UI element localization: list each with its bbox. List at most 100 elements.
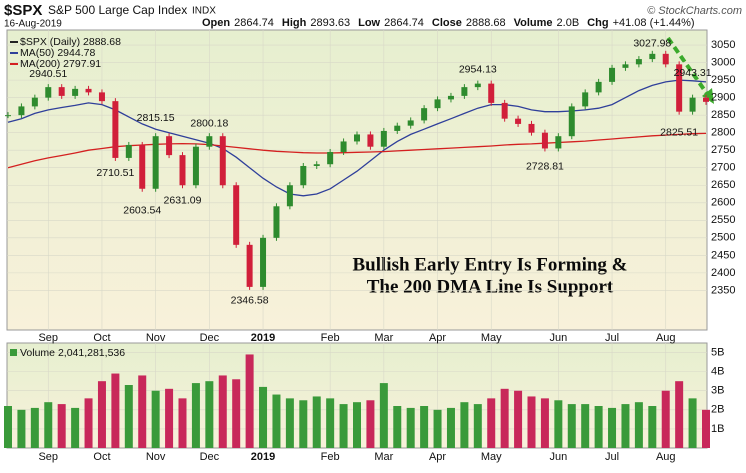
- price-label: 2940.51: [29, 68, 67, 80]
- x-tick-label: Sep: [38, 451, 58, 463]
- candle: [689, 97, 696, 112]
- candle: [139, 144, 146, 189]
- volume-bar: [406, 407, 415, 448]
- candle: [595, 81, 602, 93]
- ma-line: [7, 132, 707, 169]
- candle: [340, 141, 347, 152]
- x-tick-label: Feb: [321, 451, 340, 463]
- y-tick-label: 2550: [711, 214, 735, 226]
- annotation: Bullish Early Entry Is Forming &: [353, 254, 628, 275]
- volume-bar: [661, 390, 670, 448]
- volume-bar: [4, 406, 12, 448]
- volume-bar: [84, 398, 93, 448]
- volume-bar: [71, 407, 80, 448]
- y-tick-label: 2800: [711, 127, 735, 139]
- x-tick-label: Oct: [93, 451, 110, 463]
- quote-value: 2864.74: [384, 17, 424, 29]
- candle: [85, 88, 92, 93]
- y-tick-label: 1B: [711, 423, 724, 435]
- price-label: 2815.15: [137, 112, 175, 124]
- date: 16-Aug-2019: [4, 19, 62, 30]
- price-label: 3027.98: [633, 38, 671, 50]
- x-tick-label: 2019: [251, 332, 275, 344]
- candle: [18, 106, 25, 116]
- x-tick-label: Apr: [429, 451, 446, 463]
- volume-bar: [366, 400, 375, 448]
- candle: [354, 134, 360, 142]
- candle: [407, 120, 414, 126]
- price-label: 2800.18: [190, 117, 228, 129]
- volume-bar: [634, 402, 643, 448]
- volume-bar: [527, 396, 536, 448]
- volume-bar: [460, 402, 469, 448]
- x-tick-label: Oct: [93, 332, 110, 344]
- y-tick-label: 3B: [711, 385, 724, 397]
- volume-bar: [57, 404, 66, 448]
- y-tick-label: 2600: [711, 197, 735, 209]
- x-tick-label: Mar: [374, 332, 393, 344]
- volume-bar: [554, 400, 563, 448]
- volume-bar: [138, 375, 147, 448]
- candle: [662, 53, 669, 65]
- x-tick-label: Dec: [200, 451, 220, 463]
- quote-value: 2.0B: [557, 17, 580, 29]
- candle: [219, 136, 226, 186]
- candle: [125, 144, 132, 158]
- x-tick-label: Jul: [605, 332, 619, 344]
- y-tick-label: 2850: [711, 109, 735, 121]
- candle: [528, 123, 535, 133]
- candle: [649, 53, 656, 60]
- quote-value: 2888.68: [466, 17, 506, 29]
- candle: [72, 88, 79, 96]
- volume-bar: [446, 407, 455, 448]
- candle: [622, 64, 629, 68]
- price-label: 2728.81: [526, 160, 564, 172]
- candle: [179, 155, 186, 186]
- candle: [367, 134, 374, 147]
- candle: [300, 165, 307, 186]
- y-tick-label: 5B: [711, 346, 724, 358]
- volume-bar: [608, 407, 617, 448]
- source: © StockCharts.com: [647, 5, 742, 17]
- volume-bar: [17, 409, 26, 448]
- candle: [609, 67, 616, 82]
- volume-bar: [353, 402, 361, 448]
- volume-bar: [245, 354, 254, 448]
- legend-entry: MA(50) 2944.78: [20, 47, 95, 59]
- volume-bar: [379, 383, 388, 448]
- candle: [260, 237, 267, 287]
- y-tick-label: 2650: [711, 179, 735, 191]
- candle: [31, 97, 38, 107]
- candle: [273, 206, 280, 238]
- candle: [246, 244, 253, 287]
- candle: [434, 99, 441, 109]
- legend-swatch: [10, 349, 17, 356]
- volume-bar: [702, 409, 710, 448]
- y-tick-label: 2B: [711, 404, 724, 416]
- candle: [152, 136, 159, 189]
- volume-bar: [299, 400, 308, 448]
- legend-entry: $SPX (Daily) 2888.68: [20, 36, 121, 48]
- volume-bar: [205, 381, 214, 448]
- candle: [501, 102, 508, 119]
- volume-bar: [312, 396, 321, 448]
- candle: [676, 64, 683, 112]
- x-tick-label: Feb: [321, 332, 340, 344]
- y-tick-label: 3050: [711, 39, 735, 51]
- candle: [447, 95, 454, 100]
- candle: [488, 83, 495, 103]
- volume-bar: [111, 373, 120, 448]
- volume-bar: [232, 379, 241, 448]
- trend-arrow: [666, 36, 712, 100]
- candle: [380, 130, 387, 147]
- candle: [313, 164, 320, 166]
- candle: [582, 92, 589, 107]
- volume-bar: [97, 381, 106, 448]
- volume-bar: [339, 404, 348, 448]
- volume-bar: [191, 383, 200, 448]
- candle: [45, 87, 52, 98]
- x-tick-label: Nov: [146, 451, 166, 463]
- x-tick-label: Dec: [200, 332, 220, 344]
- price-label: 2710.51: [96, 167, 134, 179]
- candle: [166, 136, 173, 156]
